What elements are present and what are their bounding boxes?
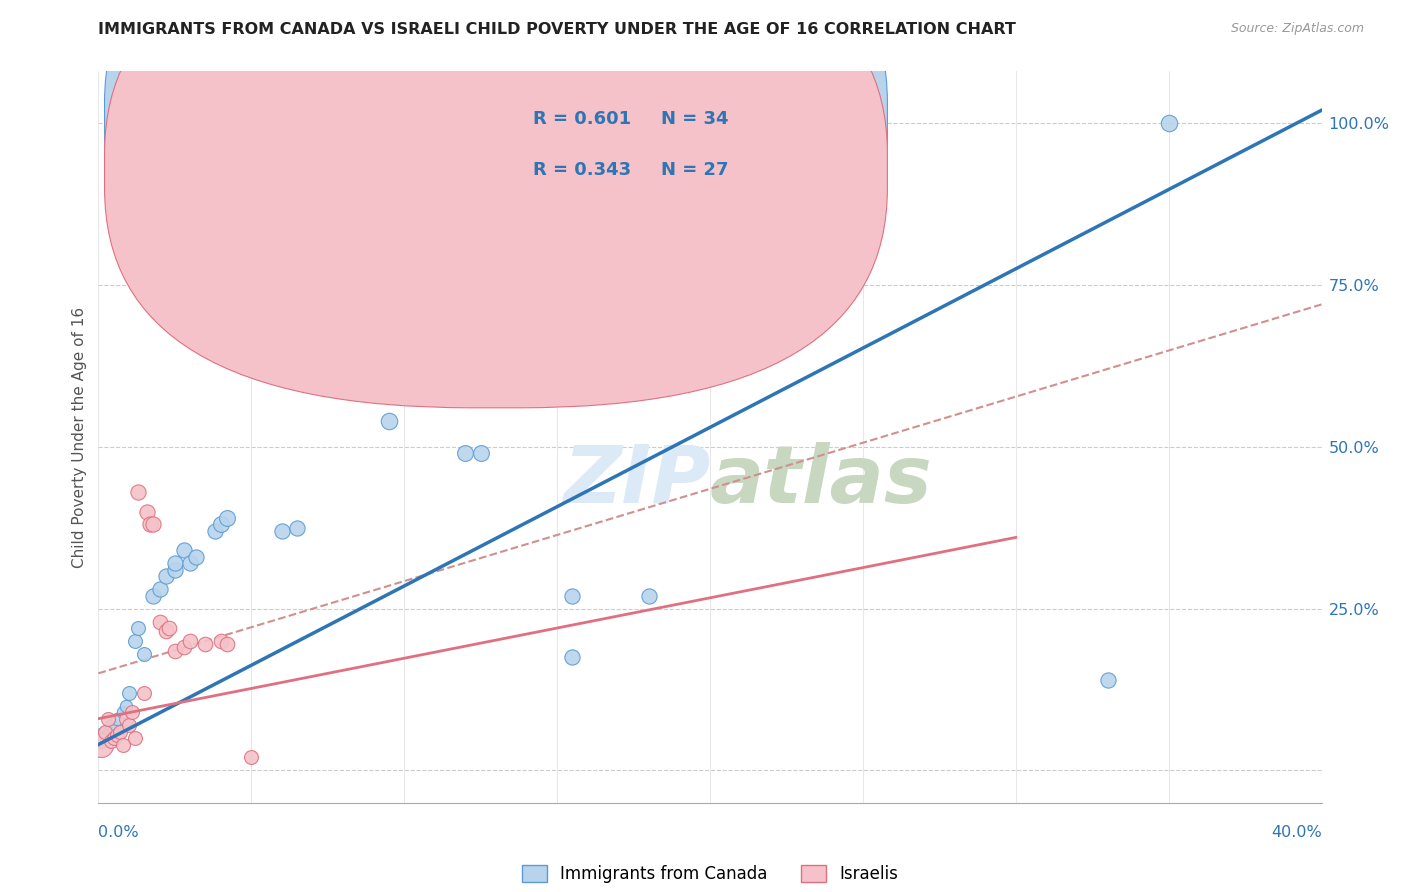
Point bbox=[157, 621, 180, 635]
Point bbox=[149, 582, 172, 597]
Point bbox=[90, 731, 112, 745]
FancyBboxPatch shape bbox=[447, 82, 801, 211]
Text: R = 0.343: R = 0.343 bbox=[533, 161, 631, 179]
Text: atlas: atlas bbox=[710, 442, 932, 520]
Text: N = 34: N = 34 bbox=[661, 110, 728, 128]
Point bbox=[127, 621, 149, 635]
Point bbox=[105, 728, 128, 742]
FancyBboxPatch shape bbox=[104, 0, 887, 408]
Point bbox=[215, 511, 238, 525]
Text: IMMIGRANTS FROM CANADA VS ISRAELI CHILD POVERTY UNDER THE AGE OF 16 CORRELATION : IMMIGRANTS FROM CANADA VS ISRAELI CHILD … bbox=[98, 22, 1017, 37]
Text: ZIP: ZIP bbox=[562, 442, 710, 520]
Point bbox=[454, 446, 477, 460]
Y-axis label: Child Poverty Under the Age of 16: Child Poverty Under the Age of 16 bbox=[72, 307, 87, 567]
Point bbox=[134, 686, 156, 700]
Text: Source: ZipAtlas.com: Source: ZipAtlas.com bbox=[1230, 22, 1364, 36]
Point bbox=[163, 557, 186, 571]
Point bbox=[1097, 673, 1119, 687]
Point bbox=[115, 712, 138, 726]
Point bbox=[332, 382, 354, 396]
FancyBboxPatch shape bbox=[104, 0, 887, 357]
Point bbox=[115, 698, 138, 713]
Point bbox=[378, 414, 401, 428]
Point bbox=[270, 524, 292, 538]
Point bbox=[186, 549, 208, 564]
Legend: Immigrants from Canada, Israelis: Immigrants from Canada, Israelis bbox=[515, 858, 905, 889]
Text: R = 0.601: R = 0.601 bbox=[533, 110, 631, 128]
Point bbox=[163, 643, 186, 657]
Point bbox=[215, 637, 238, 651]
Point bbox=[561, 589, 583, 603]
Point bbox=[136, 504, 159, 518]
Point bbox=[105, 712, 128, 726]
Point bbox=[142, 517, 165, 532]
Point bbox=[121, 705, 143, 719]
Point bbox=[127, 485, 149, 500]
Point bbox=[139, 517, 162, 532]
Point bbox=[209, 634, 232, 648]
Point bbox=[173, 640, 195, 655]
Point bbox=[103, 722, 125, 736]
Point bbox=[93, 724, 115, 739]
Point bbox=[97, 728, 120, 742]
Point bbox=[240, 750, 263, 764]
Point bbox=[124, 634, 146, 648]
Point bbox=[118, 718, 141, 732]
Point bbox=[100, 718, 122, 732]
Point bbox=[97, 712, 120, 726]
Point bbox=[100, 734, 122, 748]
Text: 40.0%: 40.0% bbox=[1271, 825, 1322, 840]
Point bbox=[90, 738, 112, 752]
Point bbox=[155, 569, 177, 583]
Point bbox=[204, 524, 226, 538]
Point bbox=[155, 624, 177, 639]
Point bbox=[108, 724, 131, 739]
Point bbox=[163, 563, 186, 577]
Point bbox=[179, 634, 201, 648]
Point bbox=[142, 589, 165, 603]
Point bbox=[124, 731, 146, 745]
Point bbox=[111, 705, 134, 719]
Point bbox=[179, 557, 201, 571]
Point bbox=[561, 650, 583, 665]
Point bbox=[1157, 116, 1180, 130]
Point bbox=[194, 637, 217, 651]
Point bbox=[93, 724, 115, 739]
Point bbox=[470, 446, 492, 460]
Point bbox=[103, 731, 125, 745]
Text: N = 27: N = 27 bbox=[661, 161, 728, 179]
Point bbox=[134, 647, 156, 661]
Point bbox=[285, 521, 308, 535]
Point bbox=[209, 517, 232, 532]
Point bbox=[637, 589, 661, 603]
Point bbox=[118, 686, 141, 700]
Point bbox=[149, 615, 172, 629]
Text: 0.0%: 0.0% bbox=[98, 825, 139, 840]
Point bbox=[173, 543, 195, 558]
Point bbox=[111, 738, 134, 752]
